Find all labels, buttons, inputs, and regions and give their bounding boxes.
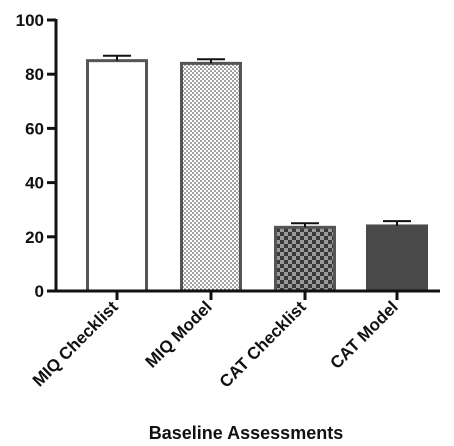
- x-category-label-miq-model: MIQ Model: [142, 297, 216, 371]
- error-bars: [103, 54, 411, 228]
- y-tick-label: 40: [25, 174, 44, 193]
- axes: [47, 18, 440, 300]
- x-axis-title: Baseline Assessments: [149, 423, 343, 443]
- bar-miq-checklist: [86, 59, 148, 293]
- bar-miq-model: [180, 61, 242, 293]
- y-tick-label: 100: [16, 11, 44, 30]
- y-tick-label: 0: [35, 282, 44, 301]
- x-category-label-miq-checklist: MIQ Checklist: [29, 297, 122, 390]
- y-tick-label: 60: [25, 119, 44, 138]
- y-tick-label: 80: [25, 65, 44, 84]
- bar-cat-checklist: [274, 225, 336, 293]
- x-category-label-cat-checklist: CAT Checklist: [216, 297, 310, 391]
- bars: [86, 59, 428, 293]
- x-category-label-cat-model: CAT Model: [327, 297, 402, 372]
- bar-cat-model: [366, 224, 428, 293]
- y-tick-label: 20: [25, 228, 44, 247]
